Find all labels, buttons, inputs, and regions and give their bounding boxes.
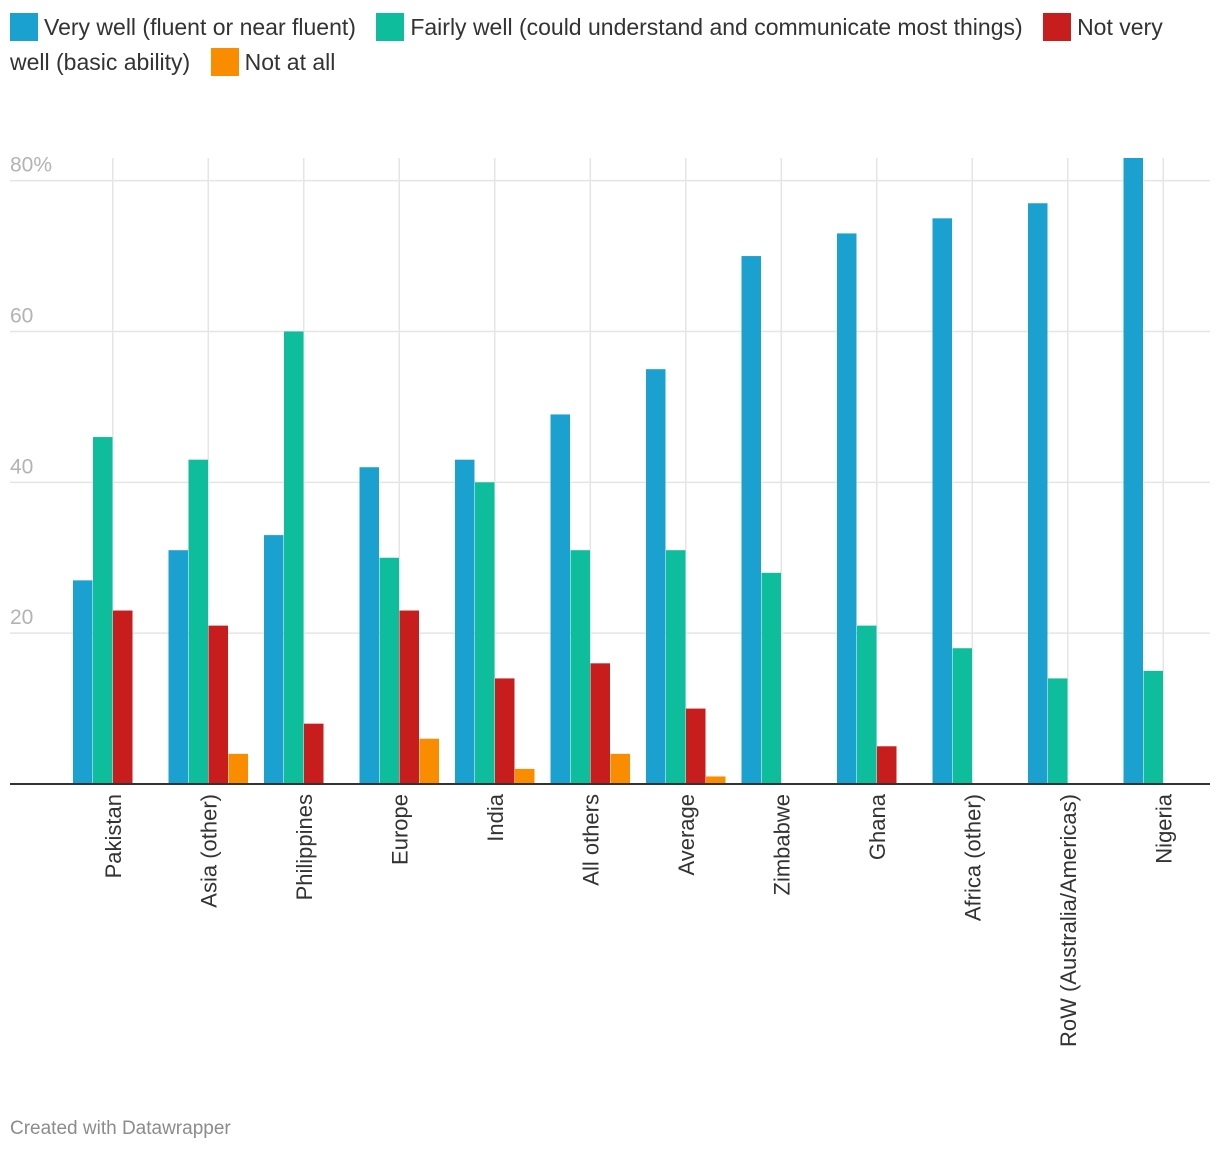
- legend-label-fairly-well: Fairly well (could understand and commun…: [410, 14, 1023, 40]
- legend-swatch-not-at-all: [210, 48, 239, 76]
- bar-row-australia-americas-fairly-well-could: [1048, 678, 1068, 784]
- x-tick-label-africa-other: Africa (other): [960, 794, 985, 921]
- bar-philippines-very-well-fluent: [264, 535, 284, 784]
- bar-philippines-not-very-well: [304, 723, 324, 784]
- x-tick-label-philippines: Philippines: [292, 794, 317, 900]
- bar-europe-fairly-well-could: [379, 557, 399, 784]
- legend-item-very-well[interactable]: Very well (fluent or near fluent): [10, 13, 356, 41]
- x-tick-label-all-others: All others: [578, 794, 603, 886]
- bar-asia-other-fairly-well-could: [188, 459, 208, 784]
- bar-europe-very-well-fluent: [359, 467, 379, 784]
- y-tick-label-60: 60: [10, 304, 33, 327]
- footer-credit: Created with Datawrapper: [10, 1118, 231, 1139]
- bar-nigeria-fairly-well-could: [1143, 670, 1163, 784]
- y-tick-label-80: 80%: [10, 154, 52, 177]
- bar-nigeria-very-well-fluent: [1123, 158, 1143, 784]
- bar-all-others-not-at-all: [610, 753, 630, 784]
- bar-philippines-fairly-well-could: [284, 331, 304, 784]
- bar-india-very-well-fluent: [455, 459, 475, 784]
- y-tick-label-40: 40: [10, 455, 33, 478]
- x-tick-label-zimbabwe: Zimbabwe: [769, 794, 794, 895]
- legend-item-not-at-all[interactable]: Not at all: [210, 48, 336, 76]
- legend-label-very-well: Very well (fluent or near fluent): [44, 14, 356, 40]
- bar-average-very-well-fluent: [646, 369, 666, 784]
- bar-zimbabwe-fairly-well-could: [761, 572, 781, 784]
- legend-label-not-very-well: Not very well (basic ability): [10, 14, 1163, 75]
- bar-average-fairly-well-could: [666, 550, 686, 784]
- bar-europe-not-at-all: [419, 738, 439, 784]
- bar-pakistan-very-well-fluent: [73, 580, 93, 784]
- bar-pakistan-not-very-well: [113, 610, 133, 784]
- bar-africa-other-fairly-well-could: [952, 648, 972, 784]
- bar-all-others-fairly-well-could: [570, 550, 590, 784]
- x-tick-label-average: Average: [674, 794, 699, 876]
- legend-item-not-very-well[interactable]: Not very well (basic ability): [10, 13, 1163, 75]
- x-tick-label-ghana: Ghana: [865, 793, 890, 860]
- legend-swatch-fairly-well: [376, 13, 405, 41]
- x-tick-label-europe: Europe: [387, 794, 412, 865]
- bar-asia-other-very-well-fluent: [168, 550, 188, 784]
- bar-ghana-not-very-well: [877, 746, 897, 784]
- bar-ghana-very-well-fluent: [837, 233, 857, 784]
- bar-pakistan-fairly-well-could: [93, 437, 113, 784]
- bar-row-australia-americas-very-well-fluent: [1028, 203, 1048, 785]
- x-tick-label-asia-other: Asia (other): [196, 794, 221, 908]
- bar-india-not-at-all: [515, 768, 535, 784]
- bar-india-not-very-well: [495, 678, 515, 784]
- x-tick-label-pakistan: Pakistan: [101, 794, 126, 878]
- bar-average-not-very-well: [686, 708, 706, 784]
- y-tick-label-20: 20: [10, 606, 33, 629]
- bar-europe-not-very-well: [399, 610, 419, 784]
- legend-swatch-not-very-well: [1043, 13, 1072, 41]
- legend-label-not-at-all: Not at all: [244, 49, 336, 75]
- x-tick-label-india: India: [483, 793, 508, 841]
- bar-asia-other-not-very-well: [208, 625, 228, 784]
- bar-average-not-at-all: [706, 776, 726, 784]
- bar-all-others-not-very-well: [590, 663, 610, 784]
- bar-zimbabwe-very-well-fluent: [741, 256, 761, 784]
- bar-africa-other-very-well-fluent: [932, 218, 952, 785]
- legend: Very well (fluent or near fluent) Fairly…: [10, 10, 1200, 80]
- bar-all-others-very-well-fluent: [550, 414, 570, 784]
- bar-ghana-fairly-well-could: [857, 625, 877, 784]
- bar-india-fairly-well-could: [475, 482, 495, 784]
- x-tick-label-row-australia-americas: RoW (Australia/Americas): [1056, 794, 1081, 1047]
- bar-asia-other-not-at-all: [228, 753, 248, 784]
- x-tick-label-nigeria: Nigeria: [1151, 793, 1176, 863]
- legend-item-fairly-well[interactable]: Fairly well (could understand and commun…: [376, 13, 1023, 41]
- legend-swatch-very-well: [10, 13, 38, 41]
